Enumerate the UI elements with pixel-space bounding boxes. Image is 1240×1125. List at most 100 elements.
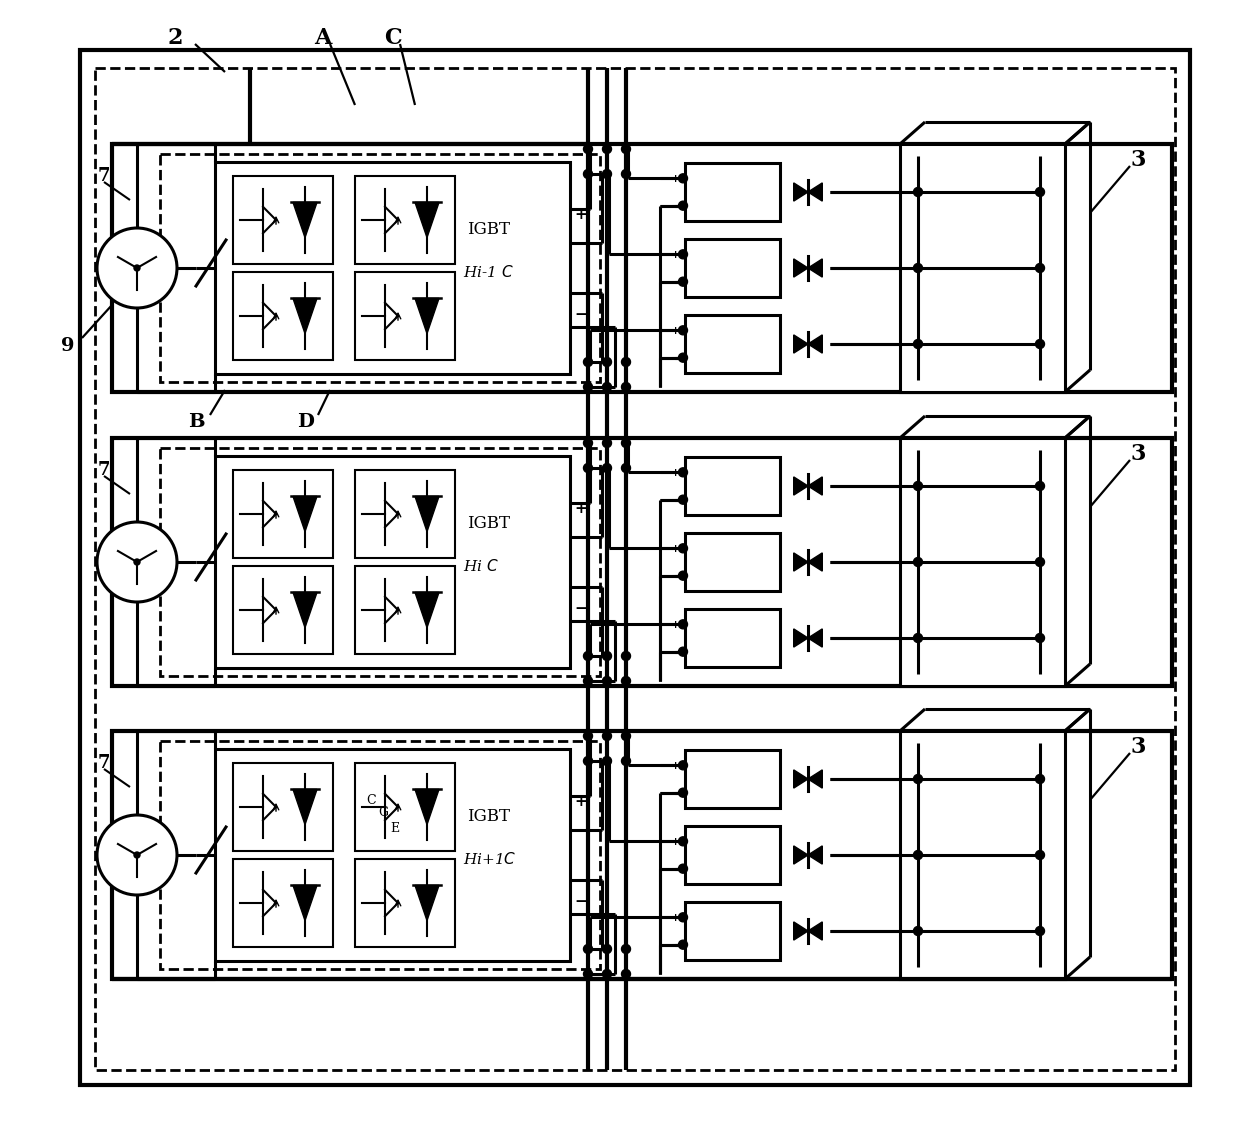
Polygon shape [794, 846, 808, 864]
Circle shape [621, 170, 630, 179]
Circle shape [678, 940, 687, 950]
Circle shape [1035, 558, 1044, 567]
Bar [355, 566, 455, 654]
Circle shape [621, 676, 630, 685]
Bar [900, 438, 1065, 686]
Bar [684, 163, 780, 221]
Polygon shape [794, 770, 808, 789]
Circle shape [914, 340, 923, 349]
Circle shape [1035, 850, 1044, 860]
Polygon shape [794, 259, 808, 277]
Text: 7: 7 [98, 166, 110, 184]
Text: E: E [391, 821, 399, 835]
Polygon shape [293, 885, 317, 920]
Bar [233, 176, 334, 264]
Circle shape [914, 927, 923, 936]
Bar [112, 144, 1172, 392]
Circle shape [678, 277, 687, 286]
Bar [355, 860, 455, 947]
Circle shape [621, 358, 630, 367]
Circle shape [134, 559, 140, 565]
Circle shape [584, 651, 593, 660]
Text: B: B [187, 413, 205, 431]
Circle shape [1035, 633, 1044, 642]
Circle shape [678, 353, 687, 362]
Polygon shape [808, 921, 822, 940]
Circle shape [603, 945, 611, 954]
Circle shape [621, 651, 630, 660]
Polygon shape [794, 183, 808, 201]
Text: −: − [671, 646, 681, 657]
Polygon shape [794, 477, 808, 495]
Text: C: C [384, 27, 402, 50]
Circle shape [97, 228, 177, 308]
Bar [215, 749, 570, 961]
Polygon shape [808, 335, 822, 353]
Polygon shape [415, 885, 439, 920]
Circle shape [603, 144, 611, 153]
Circle shape [678, 620, 687, 629]
Bar [160, 741, 600, 969]
Circle shape [584, 464, 593, 472]
Circle shape [678, 468, 687, 477]
Polygon shape [293, 202, 317, 237]
Text: +: + [671, 325, 681, 336]
Circle shape [678, 912, 687, 921]
Text: 9: 9 [61, 338, 74, 356]
Text: +: + [574, 502, 587, 516]
Circle shape [1035, 340, 1044, 349]
Bar [900, 144, 1065, 392]
Circle shape [678, 864, 687, 873]
Circle shape [603, 970, 611, 979]
Circle shape [584, 676, 593, 685]
Circle shape [621, 970, 630, 979]
Bar [233, 860, 334, 947]
Polygon shape [293, 790, 317, 825]
Polygon shape [808, 259, 822, 277]
Circle shape [603, 439, 611, 448]
Text: 2: 2 [167, 27, 182, 50]
Text: −: − [574, 307, 587, 322]
Bar [900, 731, 1065, 979]
Circle shape [603, 651, 611, 660]
Circle shape [603, 756, 611, 765]
Text: 3: 3 [1131, 148, 1146, 171]
Bar [215, 162, 570, 374]
Text: +: + [671, 173, 681, 183]
Polygon shape [794, 552, 808, 572]
Bar [233, 566, 334, 654]
Polygon shape [415, 496, 439, 532]
Circle shape [1035, 263, 1044, 272]
Circle shape [1035, 188, 1044, 197]
Text: +: + [671, 912, 681, 922]
Circle shape [914, 774, 923, 783]
Polygon shape [808, 770, 822, 789]
Circle shape [914, 633, 923, 642]
Circle shape [1035, 482, 1044, 490]
Bar [81, 50, 1190, 1084]
Bar [684, 533, 780, 591]
Circle shape [678, 201, 687, 210]
Circle shape [678, 760, 687, 770]
Circle shape [621, 144, 630, 153]
Polygon shape [808, 629, 822, 647]
Bar [684, 902, 780, 960]
Text: 3: 3 [1131, 736, 1146, 758]
Polygon shape [794, 335, 808, 353]
Circle shape [603, 358, 611, 367]
Circle shape [621, 756, 630, 765]
Circle shape [584, 358, 593, 367]
Text: IGBT: IGBT [467, 222, 510, 238]
Polygon shape [415, 593, 439, 628]
Circle shape [1035, 927, 1044, 936]
Text: +: + [671, 836, 681, 847]
Bar [684, 240, 780, 297]
Polygon shape [293, 593, 317, 628]
Bar [215, 456, 570, 668]
Bar [95, 68, 1176, 1070]
Text: 7: 7 [98, 461, 110, 479]
Text: +: + [671, 249, 681, 260]
Circle shape [584, 170, 593, 179]
Circle shape [914, 482, 923, 490]
Text: −: − [671, 352, 681, 363]
